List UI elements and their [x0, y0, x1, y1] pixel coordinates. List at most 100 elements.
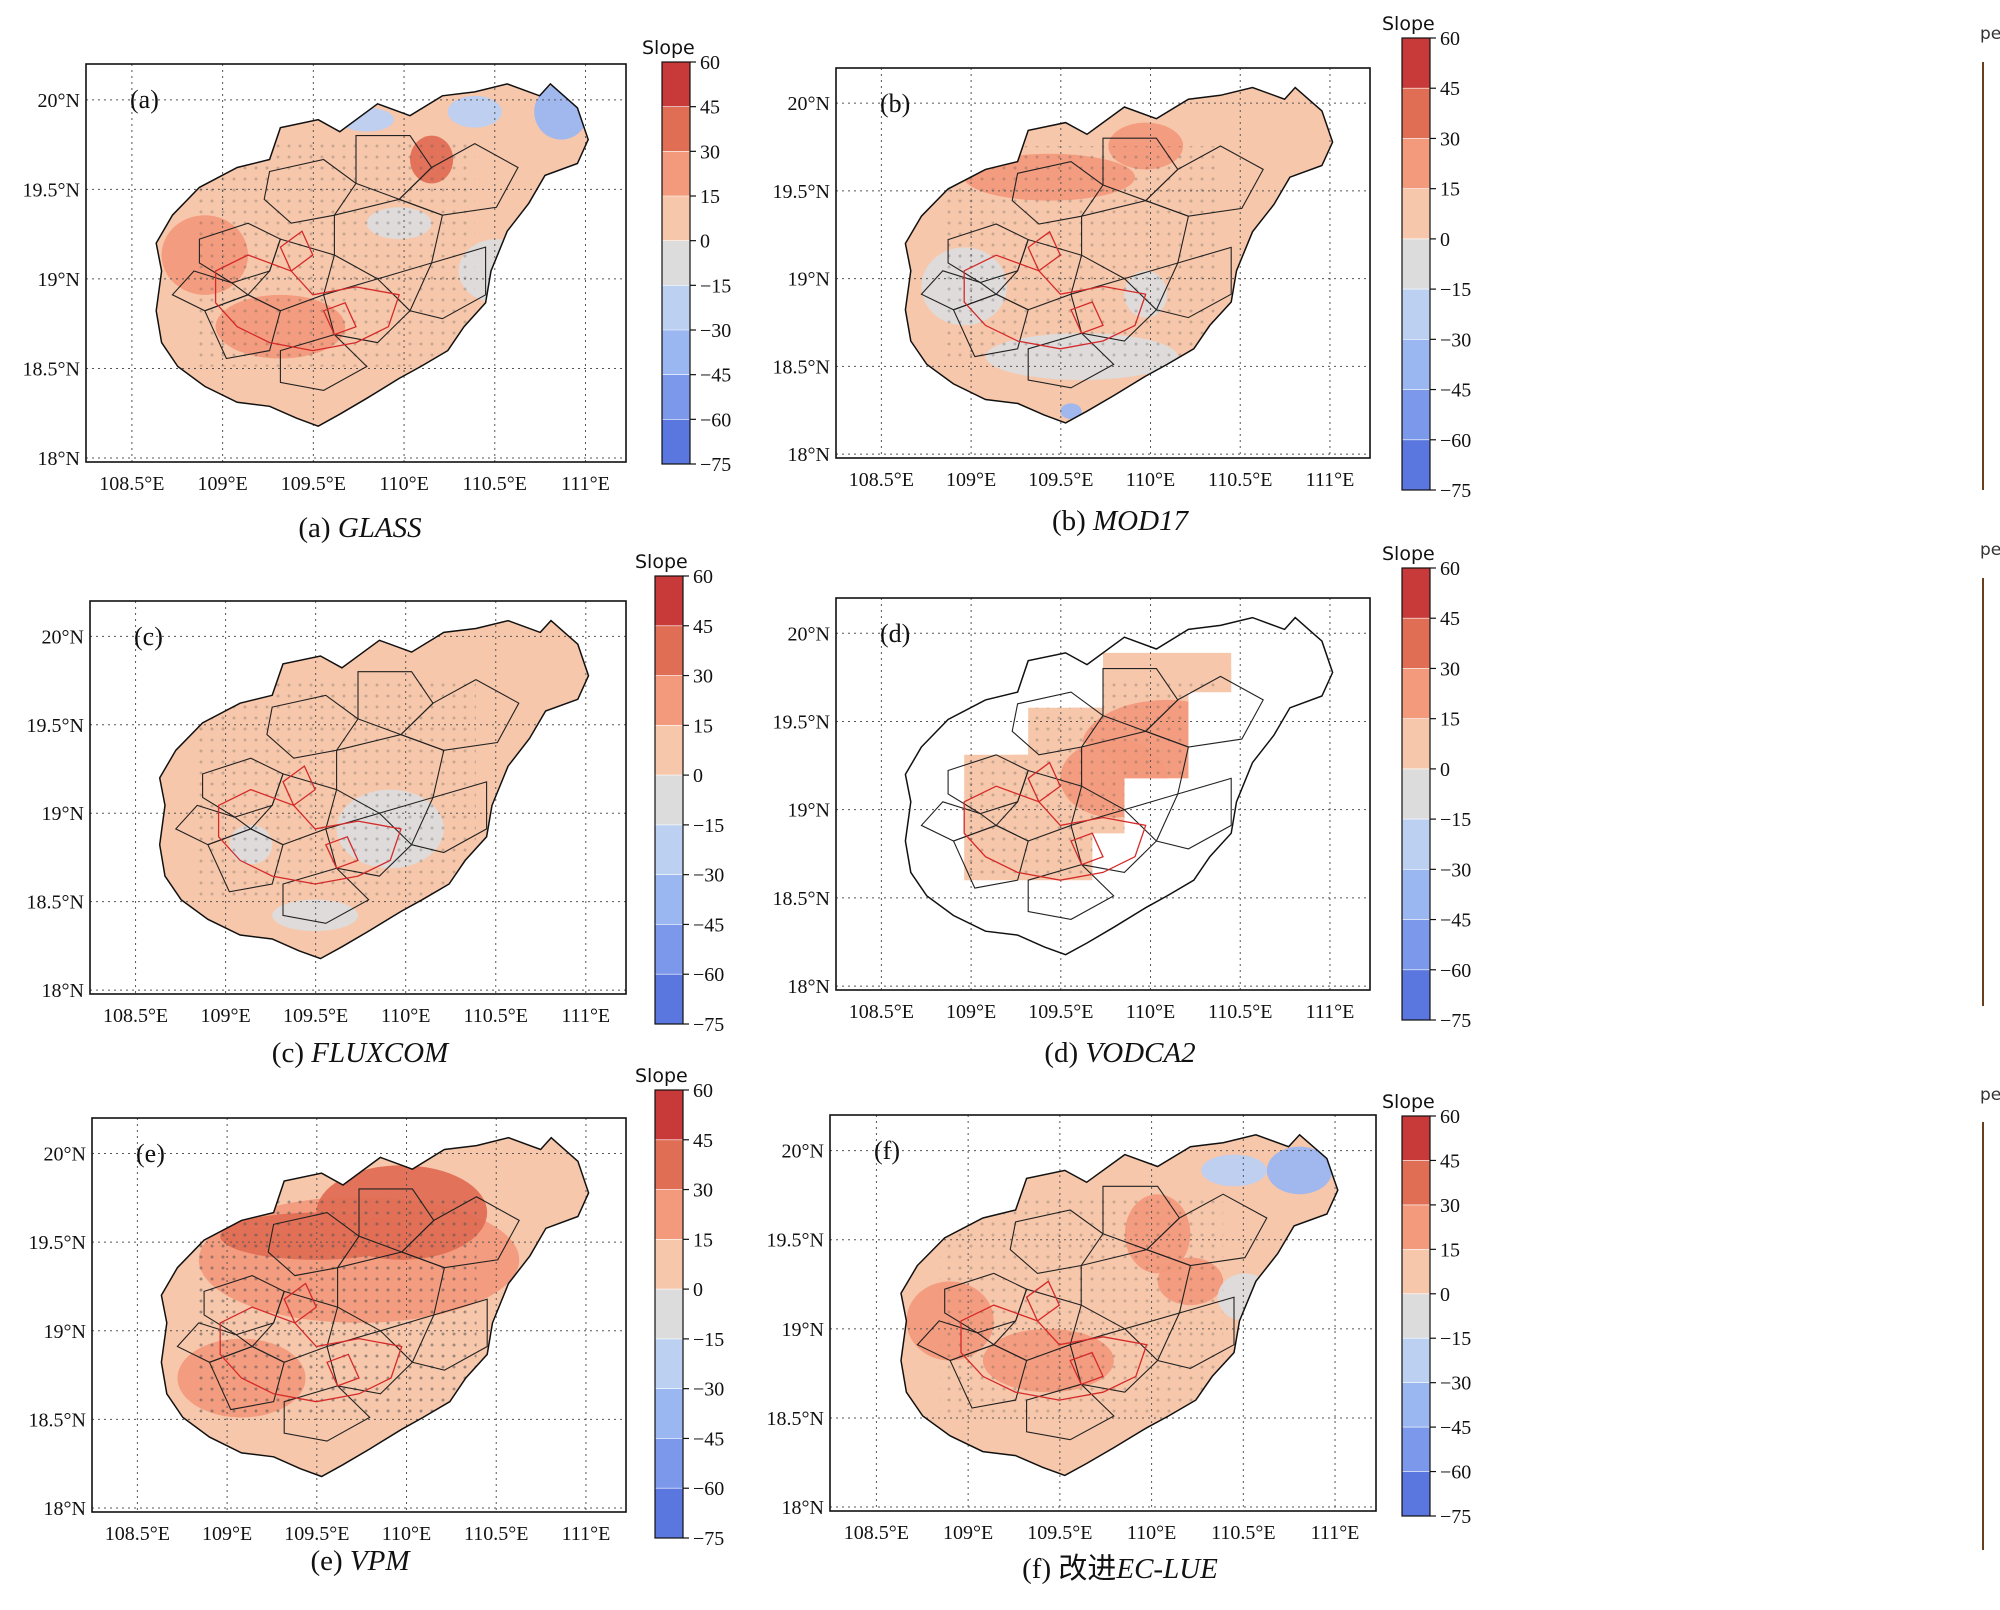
- lat-tick-label: 19°N: [44, 1321, 86, 1343]
- lon-tick-label: 110°E: [1127, 1522, 1176, 1544]
- county-boundary: [409, 246, 487, 320]
- colorbar-tick-label: 30: [1440, 128, 1460, 150]
- panel-tag: (a): [130, 85, 159, 114]
- map-frame: [89, 600, 627, 995]
- lon-tick-label: 109°E: [198, 473, 248, 495]
- colorbar-segment: [655, 1189, 683, 1240]
- lat-tick-label: 20°N: [788, 93, 830, 115]
- reserve-boundary: [282, 765, 316, 807]
- lat-tick-label: 19.5°N: [773, 181, 830, 203]
- colorbar-segment: [1402, 389, 1430, 440]
- county-boundary: [279, 333, 368, 391]
- colorbar-segment: [1402, 1204, 1430, 1250]
- colorbar-tick-label: −30: [693, 865, 724, 887]
- lon-tick-label: 110.5°E: [1208, 1001, 1272, 1023]
- colorbar-tick-label: 45: [1440, 608, 1460, 630]
- map-panel-c: (c) 108.5°E 109°E 109.5°E 110°E 110.5°E 111°E 2…: [27, 551, 725, 1036]
- caption-a-prefix: (a): [298, 512, 331, 544]
- colorbar-tick-label: 30: [693, 666, 713, 688]
- right-edge-label-3: pe: [1980, 1085, 2000, 1105]
- lon-tick-label: 111°E: [562, 1523, 611, 1545]
- colorbar-frame: [654, 1089, 684, 1539]
- colorbar-tick-label: −30: [693, 1379, 724, 1401]
- lon-tick-label: 110.5°E: [464, 1005, 528, 1027]
- colorbar-tick-label: 45: [693, 1130, 713, 1152]
- colorbar-f: 60 45 30 15 0 −15 −30 −45 −60 −75 Slope: [1382, 1091, 1471, 1528]
- colorbar-tick-label: −45: [700, 365, 731, 387]
- map-panel-a: (a) 108.5°E 109°E 109.5°E 110°E 110.5°E 111°E 2…: [23, 37, 732, 495]
- colorbar-tick-label: 30: [1440, 658, 1460, 680]
- colorbar-segment: [655, 1289, 683, 1339]
- reserve-boundary: [322, 301, 357, 336]
- reserve-boundary: [324, 835, 359, 870]
- colorbar-tick-label: −15: [693, 1329, 724, 1351]
- county-boundary: [282, 867, 370, 924]
- colorbar-segment: [1402, 919, 1430, 970]
- colorbar-segment: [1402, 1249, 1430, 1294]
- colorbar-tick-label: −75: [1440, 1010, 1471, 1032]
- map-frame: [835, 597, 1371, 991]
- lat-tick-label: 18°N: [782, 1497, 824, 1519]
- colorbar-tick-label: −15: [1440, 279, 1471, 301]
- colorbar-segment: [655, 576, 683, 626]
- colorbar-segment: [1402, 1427, 1430, 1472]
- lat-tick-label: 20°N: [38, 90, 80, 112]
- colorbar-segment: [655, 1438, 683, 1489]
- colorbar-segment: [655, 1338, 683, 1389]
- lon-tick-label: 109°E: [943, 1522, 993, 1544]
- county-boundary: [411, 1298, 488, 1371]
- caption-d-prefix: (d): [1044, 1037, 1079, 1069]
- reserve-boundary: [283, 1282, 318, 1324]
- island-coastline: [160, 1136, 590, 1478]
- colorbar-tick-label: 15: [1440, 179, 1460, 201]
- county-boundary: [174, 804, 252, 846]
- colorbar-segment: [1402, 869, 1430, 920]
- caption-c-prefix: (c): [271, 1037, 304, 1069]
- reserve-boundary: [1070, 301, 1104, 335]
- colorbar-segment: [1402, 1160, 1430, 1205]
- colorbar-segment: [662, 330, 690, 375]
- caption-e: (e) VPM: [200, 1545, 520, 1578]
- caption-f: (f) 改进EC-LUE: [940, 1545, 1300, 1587]
- colorbar-tick-label: 60: [1440, 558, 1460, 580]
- colorbar-tick-label: −30: [700, 320, 731, 342]
- colorbar-segment: [655, 1488, 683, 1538]
- colorbar-tick-label: 0: [693, 1279, 703, 1301]
- county-boundary: [1026, 1383, 1115, 1441]
- colorbar-segment: [1402, 568, 1430, 619]
- island-coastline: [900, 1133, 1339, 1477]
- colorbar-tick-label: 15: [693, 715, 713, 737]
- slope-patch: [1201, 1154, 1267, 1187]
- panel-tag: (e): [136, 1139, 165, 1168]
- lon-tick-label: 109.5°E: [283, 1005, 348, 1027]
- colorbar-segment: [662, 106, 690, 152]
- colorbar-segment: [655, 974, 683, 1024]
- lon-tick-label: 109°E: [200, 1005, 250, 1027]
- colorbar-tick-label: −75: [1440, 1506, 1471, 1528]
- panel-tag: (d): [880, 619, 910, 648]
- colorbar-segment: [1402, 439, 1430, 490]
- slope-patch: [1266, 1146, 1333, 1195]
- colorbar-tick-label: 15: [700, 186, 720, 208]
- lat-tick-label: 19.5°N: [27, 715, 84, 737]
- colorbar-a: 60 45 30 15 0 −15 −30 −45 −60 −75 Slope: [642, 37, 731, 476]
- colorbar-tick-label: −60: [1440, 960, 1471, 982]
- caption-f-dataset: EC-LUE: [1116, 1553, 1218, 1585]
- colorbar-frame: [1401, 37, 1431, 491]
- reserve-boundary: [1069, 1351, 1104, 1386]
- colorbar-segment: [1402, 339, 1430, 390]
- colorbar-tick-label: −75: [693, 1014, 724, 1036]
- colorbar-e: 60 45 30 15 0 −15 −30 −45 −60 −75 Slope: [635, 1065, 724, 1550]
- colorbar-tick-label: −60: [700, 409, 731, 431]
- colorbar-segment: [1402, 1382, 1430, 1428]
- county-boundary: [920, 270, 998, 311]
- caption-c-dataset: FLUXCOM: [311, 1037, 449, 1069]
- slope-field-d: [964, 652, 1232, 881]
- map-frame: [835, 67, 1371, 459]
- lon-tick-label: 109°E: [946, 469, 996, 491]
- colorbar-b: 60 45 30 15 0 −15 −30 −45 −60 −75 Slope: [1382, 13, 1471, 502]
- colorbar-tick-label: −15: [1440, 809, 1471, 831]
- lat-tick-label: 19.5°N: [23, 179, 80, 201]
- colorbar-segment: [662, 240, 690, 286]
